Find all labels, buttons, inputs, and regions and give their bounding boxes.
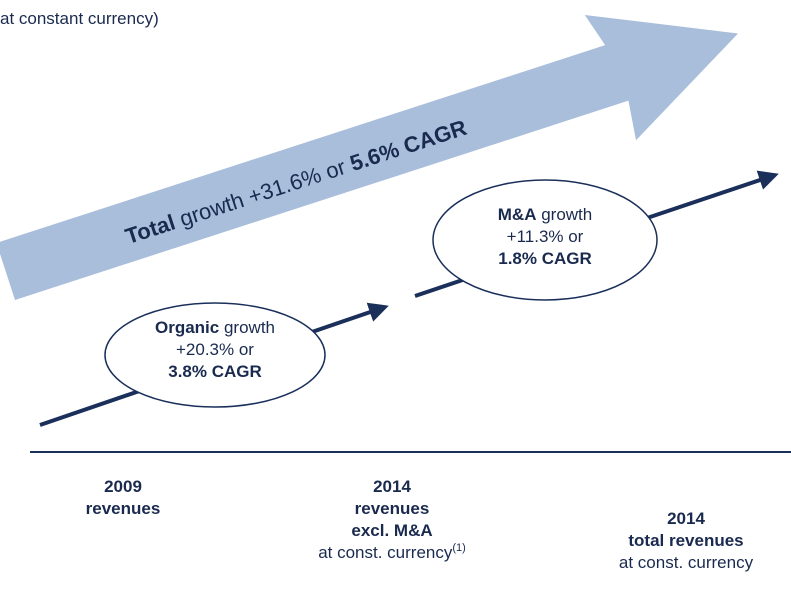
total-growth-text: Total growth +31.6% or 5.6% CAGR bbox=[122, 115, 470, 249]
organic-title: Organic growth bbox=[155, 318, 275, 337]
column-year: 2014 bbox=[373, 477, 411, 496]
organic-bubble bbox=[104, 302, 326, 408]
column-label: total revenues bbox=[628, 531, 743, 550]
ma-bubble bbox=[432, 179, 658, 301]
organic-change: +20.3% or bbox=[176, 340, 254, 359]
organic-cagr: 3.8% CAGR bbox=[168, 362, 262, 381]
column-note: at const. currency(1) bbox=[318, 542, 466, 562]
column-label: revenues bbox=[355, 499, 430, 518]
column-year: 2009 bbox=[104, 477, 142, 496]
column-note: at const. currency bbox=[619, 553, 754, 572]
total-growth-arrow: Total growth +31.6% or 5.6% CAGR bbox=[0, 14, 739, 300]
column-year: 2014 bbox=[667, 509, 705, 528]
ma-change: +11.3% or bbox=[507, 227, 584, 246]
column-label: revenues bbox=[86, 499, 161, 518]
column-label: excl. M&A bbox=[351, 521, 432, 540]
ma-cagr: 1.8% CAGR bbox=[498, 249, 592, 268]
subtitle: at constant currency) bbox=[0, 9, 159, 28]
ma-title: M&A growth bbox=[498, 205, 592, 224]
